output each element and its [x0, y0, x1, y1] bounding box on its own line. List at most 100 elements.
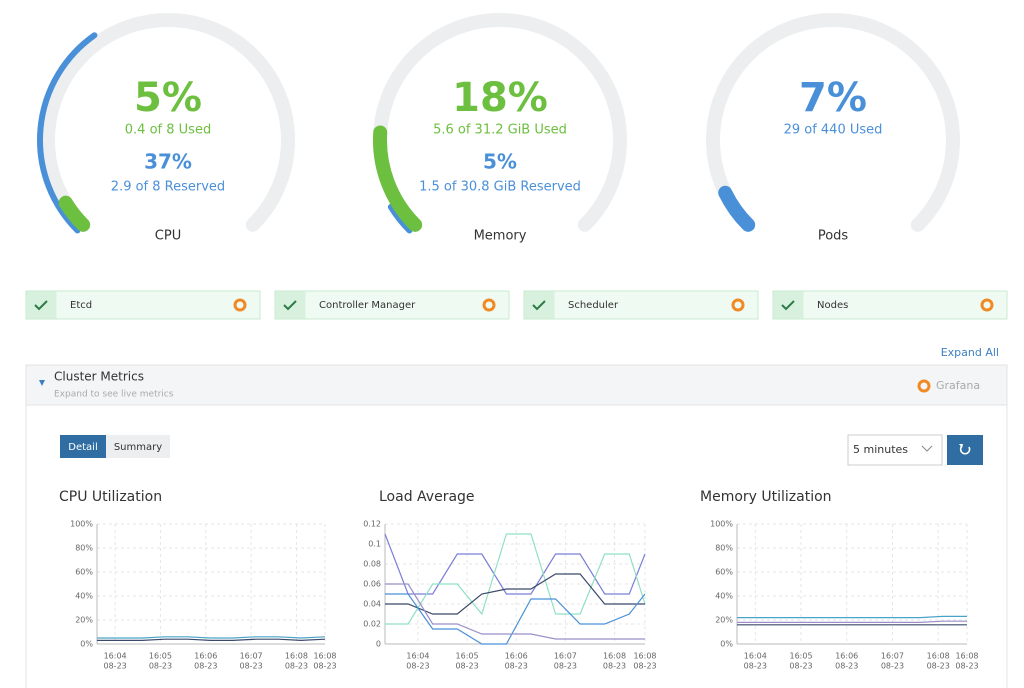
gauge-used-arc [58, 195, 91, 232]
reserved-percent: 37% [144, 150, 192, 174]
reserved-detail: 1.5 of 30.8 GiB Reserved [419, 180, 581, 195]
y-tick-label: 100% [70, 520, 93, 529]
series-line [385, 593, 646, 645]
x-tick-sublabel: 08-23 [285, 662, 308, 671]
chevron [921, 445, 933, 452]
tab-detail[interactable] [60, 435, 106, 458]
status-check-cell [275, 291, 306, 319]
gauge-reserved-arc [37, 32, 98, 234]
caret [39, 380, 45, 386]
status-box[interactable] [25, 290, 261, 320]
gauge-name: CPU [155, 229, 181, 244]
x-tick-sublabel: 08-23 [313, 662, 336, 671]
check-icon [34, 300, 48, 311]
panel-subtitle: Expand to see live metrics [54, 390, 174, 400]
x-tick-label: 16:07 [881, 652, 904, 661]
x-tick-sublabel: 08-23 [603, 662, 626, 671]
x-tick-label: 16:07 [240, 652, 263, 661]
x-tick-label: 16:06 [505, 652, 528, 661]
used-percent: 18% [452, 75, 548, 121]
grafana-icon[interactable] [731, 298, 745, 312]
x-tick-sublabel: 08-23 [633, 662, 656, 671]
x-tick-label: 16:05 [456, 652, 479, 661]
y-tick-label: 80% [75, 544, 93, 553]
grafana-icon[interactable] [233, 298, 247, 312]
y-tick-label: 40% [715, 592, 733, 601]
x-tick-label: 16:04 [406, 652, 429, 661]
x-tick-sublabel: 08-23 [194, 662, 217, 671]
y-tick-label: 0.08 [363, 560, 381, 569]
gauge-reserved-arc [387, 203, 413, 234]
grafana-icon[interactable] [980, 298, 994, 312]
tab-summary[interactable] [106, 435, 170, 458]
x-tick-sublabel: 08-23 [554, 662, 577, 671]
gauge-used-arc [718, 185, 756, 232]
gauge-name: Pods [818, 229, 849, 244]
status-check-cell [26, 291, 57, 319]
x-tick-sublabel: 08-23 [455, 662, 478, 671]
series-line [385, 533, 646, 625]
series-line [97, 636, 326, 639]
y-tick-label: 0.06 [363, 580, 381, 589]
panel-header[interactable] [25, 364, 1008, 406]
y-tick-label: 60% [75, 568, 93, 577]
x-tick-sublabel: 08-23 [789, 662, 812, 671]
check-icon [283, 300, 297, 311]
gauge-used-arc [373, 125, 423, 232]
y-tick-label: 0.04 [363, 600, 381, 609]
chart-title: CPU Utilization [59, 489, 162, 505]
used-percent: 7% [799, 75, 867, 121]
x-tick-label: 16:08 [313, 652, 336, 661]
status-box[interactable] [523, 290, 759, 320]
expand-all[interactable]: Expand All [941, 346, 999, 359]
x-tick-sublabel: 08-23 [927, 662, 950, 671]
x-tick-label: 16:08 [603, 652, 626, 661]
x-tick-label: 16:05 [789, 652, 812, 661]
y-tick-label: 0.1 [368, 540, 381, 549]
x-tick-sublabel: 08-23 [955, 662, 978, 671]
gauge-name: Memory [474, 229, 527, 244]
status-check-cell [524, 291, 555, 319]
status-box[interactable] [274, 290, 510, 320]
x-tick-label: 16:08 [633, 652, 656, 661]
y-tick-label: 0% [720, 640, 733, 649]
x-tick-label: 16:08 [927, 652, 950, 661]
used-detail: 29 of 440 Used [784, 123, 883, 138]
used-detail: 0.4 of 8 Used [125, 123, 211, 138]
status-box[interactable] [772, 290, 1008, 320]
check-icon [532, 300, 546, 311]
y-tick-label: 0 [376, 640, 381, 649]
series-line [737, 620, 967, 623]
x-tick-label: 16:08 [285, 652, 308, 661]
refresh-arrow [959, 444, 963, 448]
status-label: Controller Manager [319, 300, 416, 311]
series-line [384, 533, 646, 595]
grafana-icon[interactable] [482, 298, 496, 312]
y-tick-label: 40% [75, 592, 93, 601]
x-tick-label: 16:06 [835, 652, 858, 661]
grafana-link[interactable]: Grafana [936, 379, 980, 392]
chart-title: Memory Utilization [700, 489, 832, 505]
refresh-button[interactable] [947, 435, 983, 465]
y-tick-label: 80% [715, 544, 733, 553]
x-tick-sublabel: 08-23 [835, 662, 858, 671]
y-tick-label: 0.02 [363, 620, 381, 629]
used-percent: 5% [134, 75, 202, 121]
grafana-icon [917, 379, 931, 393]
x-tick-label: 16:04 [104, 652, 127, 661]
x-tick-sublabel: 08-23 [881, 662, 904, 671]
used-detail: 5.6 of 31.2 GiB Used [433, 123, 567, 138]
x-tick-label: 16:08 [955, 652, 978, 661]
range-value: 5 minutes [853, 443, 908, 456]
refresh-icon [959, 445, 971, 455]
x-tick-sublabel: 08-23 [239, 662, 262, 671]
y-tick-label: 0.12 [363, 520, 381, 529]
x-tick-sublabel: 08-23 [149, 662, 172, 671]
y-tick-label: 20% [75, 616, 93, 625]
x-tick-sublabel: 08-23 [104, 662, 127, 671]
tab-label: Summary [114, 442, 162, 453]
y-tick-label: 100% [710, 520, 733, 529]
y-tick-label: 60% [715, 568, 733, 577]
panel-title: Cluster Metrics [54, 370, 144, 384]
